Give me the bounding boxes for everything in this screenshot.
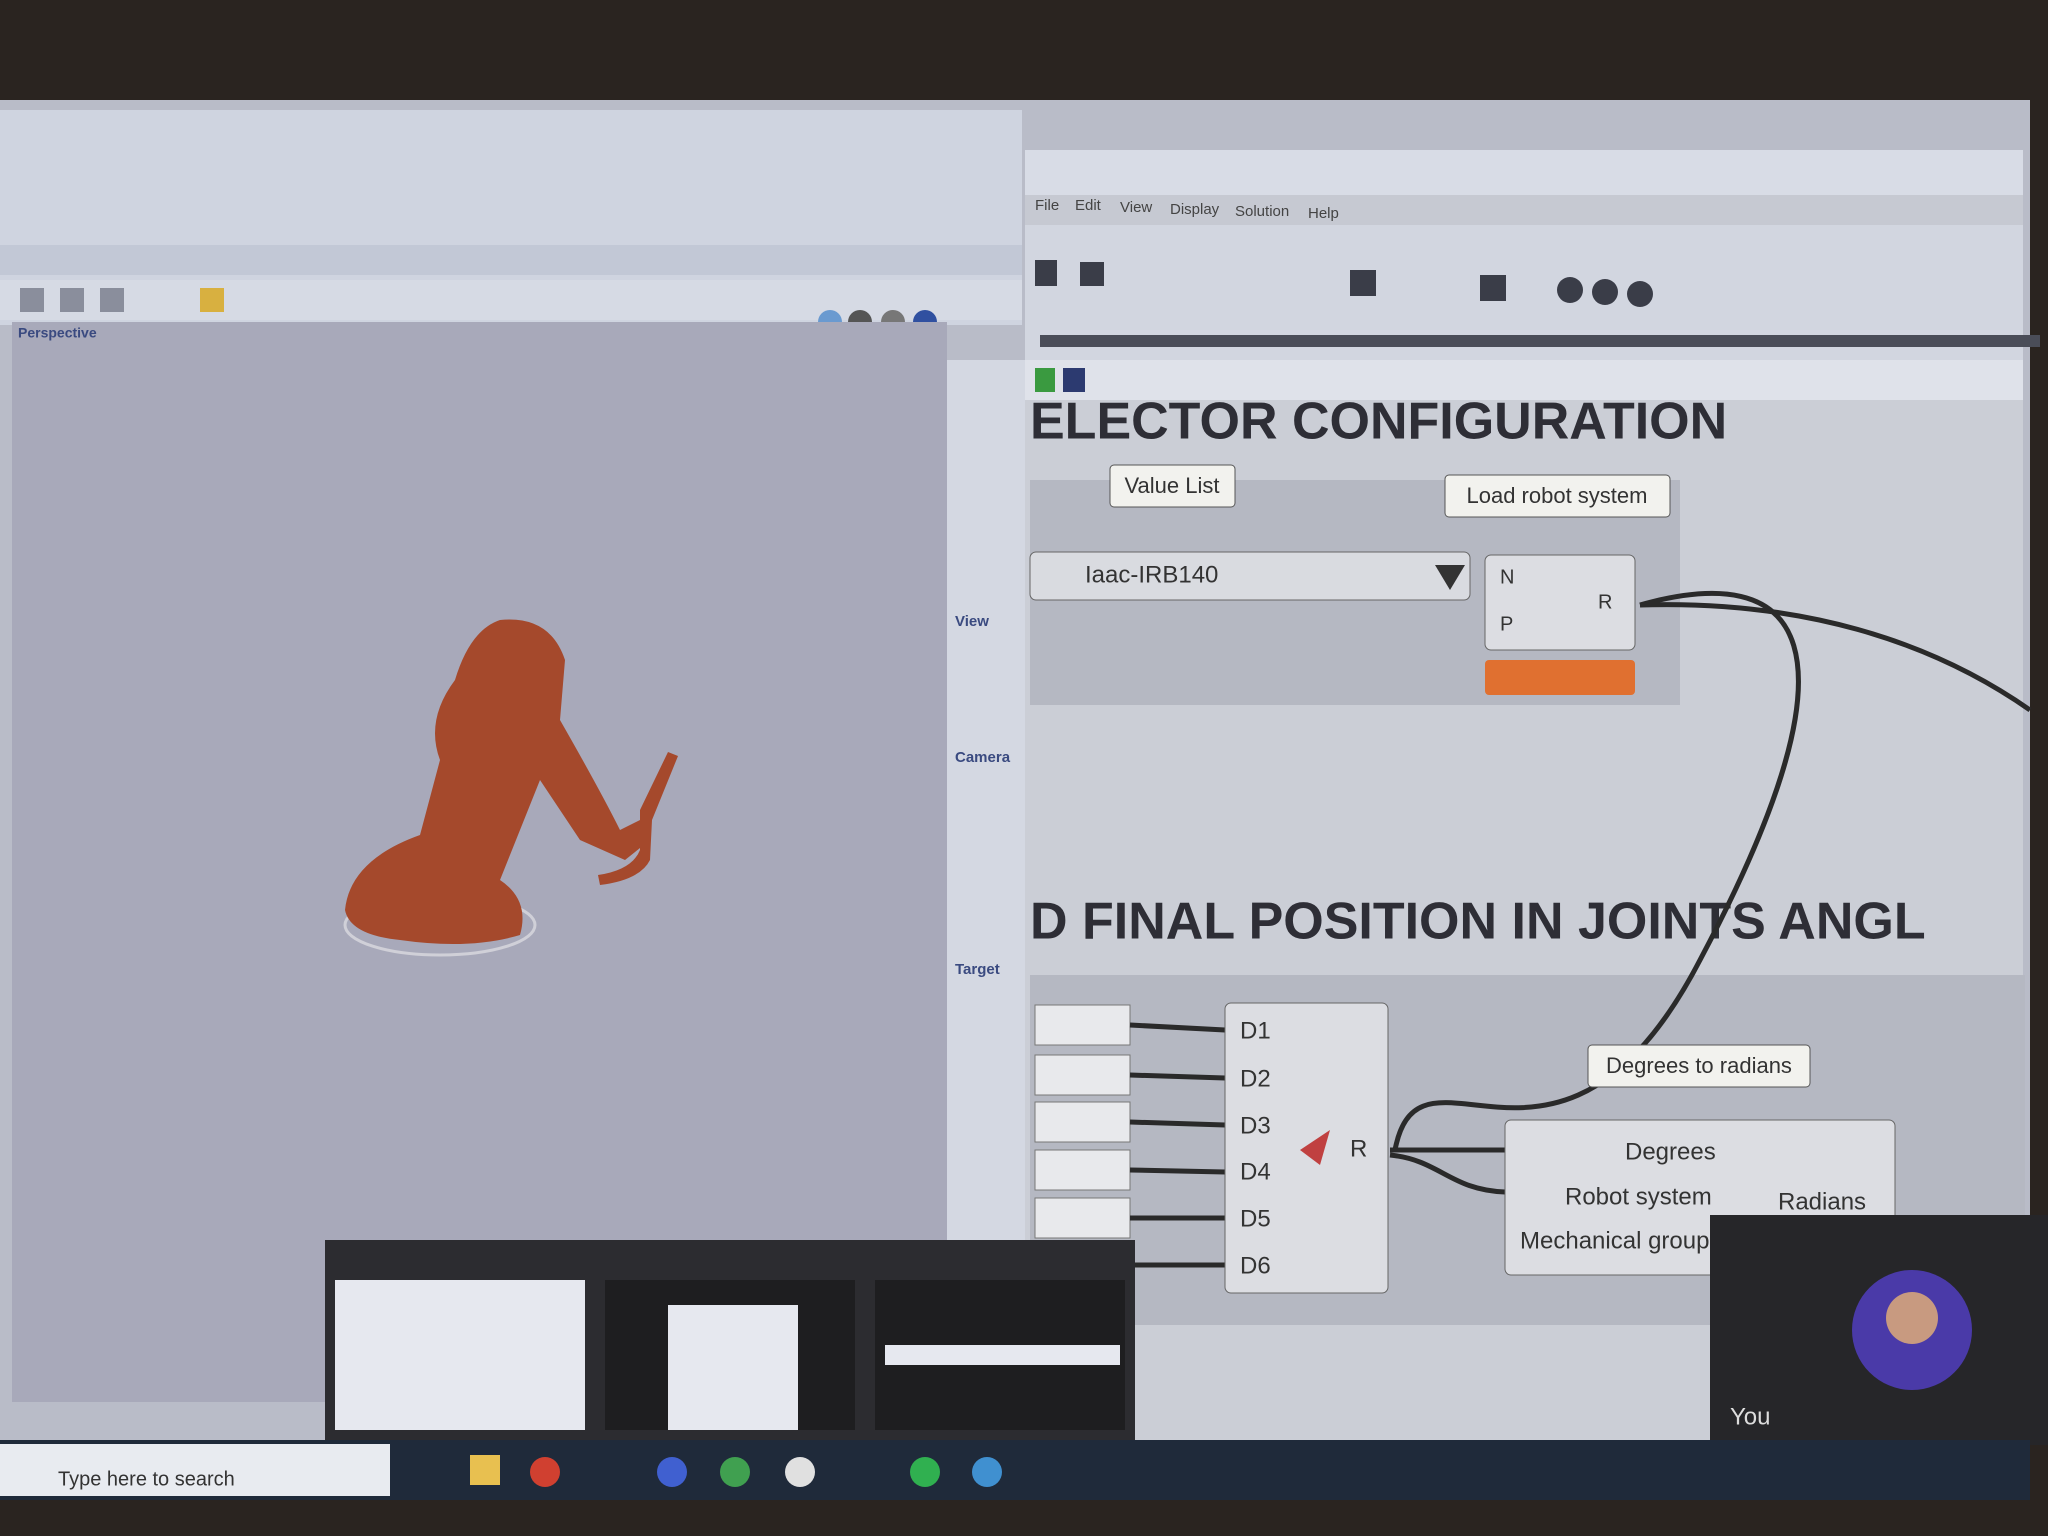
rhino-side-panel — [947, 360, 1025, 1400]
group-title: ELECTOR CONFIGURATION — [1030, 393, 1727, 451]
menu-item[interactable]: File — [1035, 197, 1059, 214]
panel-section[interactable]: Camera — [955, 749, 1011, 766]
menu-item[interactable]: Display — [1170, 201, 1220, 218]
component-icon[interactable] — [1557, 277, 1583, 303]
slider[interactable] — [1034, 1101, 1131, 1143]
label-bubble — [1109, 464, 1236, 508]
input-port[interactable]: D6 — [1240, 1252, 1271, 1279]
output-port[interactable]: R — [1350, 1135, 1367, 1162]
input-port[interactable]: D2 — [1240, 1065, 1271, 1092]
component-icon[interactable] — [1480, 275, 1506, 301]
thumbnail-content — [668, 1305, 798, 1430]
slider[interactable] — [1034, 1197, 1131, 1239]
component-icon[interactable] — [1080, 262, 1104, 286]
wires — [1129, 591, 2032, 1268]
gh-canvas-toolbar — [1025, 360, 2023, 400]
input-port[interactable]: D1 — [1240, 1017, 1271, 1044]
input-port[interactable]: Mechanical group — [1520, 1227, 1709, 1254]
bubble-text: Value List — [1125, 473, 1220, 498]
component-icon — [1300, 1130, 1330, 1165]
input-sliders — [1034, 1004, 1131, 1286]
slider[interactable] — [1034, 1149, 1131, 1191]
viewport-label[interactable]: Perspective — [18, 325, 97, 341]
component-icon[interactable] — [1035, 260, 1057, 286]
value-list-value[interactable]: Iaac-IRB140 — [1085, 561, 1218, 588]
input-port[interactable]: Robot system — [1565, 1183, 1712, 1210]
menu-item[interactable]: Solution — [1235, 203, 1289, 220]
toolbar-button[interactable] — [1035, 368, 1055, 392]
tool-icon[interactable] — [60, 288, 84, 312]
bubble-text: Degrees to radians — [1606, 1053, 1792, 1078]
tool-icon[interactable] — [200, 288, 224, 312]
input-port[interactable]: D5 — [1240, 1205, 1271, 1232]
app-icon[interactable] — [530, 1457, 560, 1487]
label-bubble — [1444, 474, 1671, 518]
menu-item[interactable]: Edit — [1075, 197, 1102, 214]
value-list[interactable] — [1029, 551, 1471, 601]
rhino-tabs — [0, 245, 1022, 275]
gh-titlebar — [1025, 150, 2023, 195]
gh-menu: File Edit View Display Solution Help — [1035, 197, 1339, 222]
gh-component-icons — [1035, 260, 2040, 347]
toolbar-button[interactable] — [1063, 368, 1085, 392]
participant-name: You — [1730, 1403, 1771, 1430]
output-port[interactable]: R — [1598, 591, 1612, 613]
panel-section[interactable]: Target — [955, 961, 1000, 978]
menu-item[interactable]: View — [1120, 199, 1152, 216]
component-icon[interactable] — [1350, 270, 1376, 296]
app-icon[interactable] — [470, 1455, 500, 1485]
input-port[interactable]: D3 — [1240, 1112, 1271, 1139]
input-port[interactable]: N — [1500, 566, 1514, 588]
dropdown-arrow[interactable] — [1435, 565, 1465, 590]
group-title: D FINAL POSITION IN JOINTS ANGL — [1030, 893, 1926, 951]
slider[interactable] — [1034, 1004, 1131, 1046]
toolbar-strip — [1040, 335, 2040, 347]
component-icon[interactable] — [1627, 281, 1653, 307]
search-placeholder[interactable]: Type here to search — [58, 1468, 235, 1490]
search-box[interactable] — [0, 1444, 390, 1496]
app-icon[interactable] — [972, 1457, 1002, 1487]
load-robot-component[interactable] — [1484, 554, 1636, 651]
tool-icon[interactable] — [20, 288, 44, 312]
label-bubble — [1587, 1044, 1811, 1088]
component-icon[interactable] — [1592, 279, 1618, 305]
panel-section[interactable]: View — [955, 613, 989, 630]
slider[interactable] — [1034, 1054, 1131, 1096]
output-port[interactable]: Radians — [1778, 1188, 1866, 1215]
rhino-toolbar — [0, 280, 1022, 320]
menu-item[interactable]: Help — [1308, 205, 1339, 222]
tool-icon[interactable] — [100, 288, 124, 312]
thumbnail[interactable] — [335, 1280, 585, 1430]
app-icon[interactable] — [910, 1457, 940, 1487]
thumbnail-content — [885, 1345, 1120, 1365]
app-icon[interactable] — [785, 1457, 815, 1487]
input-port[interactable]: P — [1500, 613, 1513, 635]
bubble-text: Load robot system — [1467, 483, 1648, 508]
app-icon[interactable] — [720, 1457, 750, 1487]
app-icon[interactable] — [657, 1457, 687, 1487]
avatar-face — [1886, 1292, 1938, 1344]
input-port[interactable]: D4 — [1240, 1158, 1271, 1185]
taskbar-icons — [470, 1455, 1002, 1487]
robot-model — [343, 619, 678, 957]
component-status — [1485, 660, 1635, 695]
gh-component-tabs — [1025, 225, 2023, 370]
input-port[interactable]: Degrees — [1625, 1138, 1716, 1165]
